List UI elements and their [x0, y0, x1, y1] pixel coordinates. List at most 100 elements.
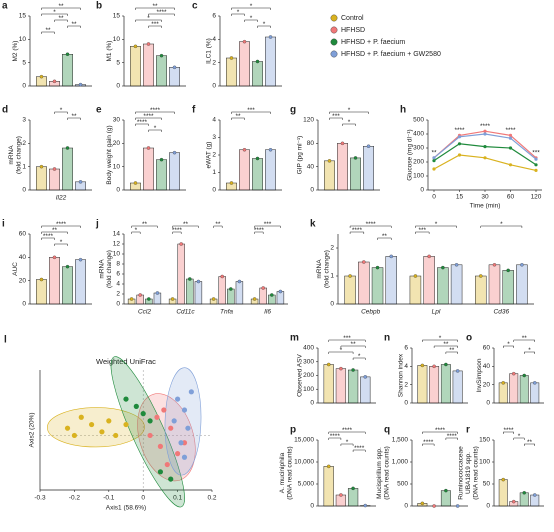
bar [510, 374, 518, 403]
bar-point [351, 368, 354, 371]
point [165, 462, 170, 467]
bar [324, 466, 334, 506]
bar-point [256, 157, 259, 160]
bar-point [533, 493, 536, 496]
point [141, 411, 146, 416]
panel-letter: k [310, 219, 316, 230]
significance-label: ** [58, 3, 64, 10]
line-point [483, 145, 486, 148]
significance-label: * [60, 239, 63, 246]
bar [324, 365, 334, 404]
y-tick-label: 0 [310, 187, 314, 194]
point [158, 469, 163, 474]
x-tick-label: -0.3 [34, 495, 46, 502]
significance-label: **** [172, 227, 183, 234]
y-tick-label: 1,000 [392, 459, 409, 466]
significance-label: ** [142, 221, 148, 228]
bar-point [269, 35, 272, 38]
bar [186, 279, 193, 304]
line-point [458, 135, 461, 138]
panel-letter: p [290, 425, 296, 436]
y-tick-label: 0 [486, 503, 490, 510]
bar [227, 289, 234, 304]
bar-point [188, 277, 191, 280]
x-tick-label: 0 [141, 495, 145, 502]
bar-point [230, 181, 233, 184]
y-axis-label: Mucispirillum spp. [376, 447, 383, 499]
y-tick-label: 40 [307, 163, 315, 170]
bar-point [212, 297, 215, 300]
point [182, 407, 187, 412]
y-axis-label: mRNA [316, 259, 323, 279]
line-point [534, 169, 537, 172]
bar-point [134, 181, 137, 184]
bar [441, 491, 450, 506]
y-tick-label: 2 [212, 152, 216, 159]
significance-label: ** [527, 439, 533, 446]
y-axis-label: (fold change) [323, 250, 330, 288]
significance-label: ** [449, 347, 455, 354]
bar [531, 383, 539, 403]
legend-swatch [331, 27, 337, 33]
bar-point [479, 274, 482, 277]
y-tick-label: 4 [404, 363, 408, 370]
significance-label: * [348, 119, 351, 126]
significance-label: ** [71, 21, 77, 28]
bar-point [147, 297, 150, 300]
bar [62, 54, 72, 86]
x-tick-label: Cebpb [361, 309, 381, 316]
significance-label: **** [137, 119, 148, 126]
bar-point [270, 293, 273, 296]
y-axis-label: Axis2 (20%) [29, 412, 36, 447]
significance-label: **** [352, 227, 363, 234]
significance-label: **** [342, 427, 353, 434]
bar-point [348, 274, 351, 277]
bar [363, 146, 373, 190]
y-axis-label: A. muciniphila [279, 452, 286, 493]
y-tick-label: 10 [113, 36, 121, 43]
y-tick-label: 0 [212, 83, 216, 90]
significance-label: ** [431, 150, 437, 157]
bar-point [502, 381, 505, 384]
y-axis-label: (DNA read counts) [384, 446, 391, 499]
point [134, 404, 139, 409]
y-axis-label: GIP (pg ml⁻¹) [297, 136, 304, 175]
bar-point [433, 365, 436, 368]
bar-point [160, 158, 163, 161]
point [147, 433, 152, 438]
significance-label: **** [156, 9, 167, 16]
bar-point [493, 263, 496, 266]
bar [358, 262, 369, 304]
y-tick-label: 60 [483, 345, 491, 352]
point [113, 433, 118, 438]
bar-point [53, 256, 56, 259]
significance-label: *** [247, 107, 255, 114]
line-point [534, 163, 537, 166]
significance-label: **** [366, 221, 377, 228]
line-point [432, 159, 435, 162]
bar-point [523, 374, 526, 377]
bar-point [533, 381, 536, 384]
bar-point [520, 263, 523, 266]
bar-point [79, 180, 82, 183]
bar [336, 369, 346, 403]
y-tick-label: 0 [420, 187, 424, 194]
y-tick-label: 1 [330, 273, 334, 280]
y-tick-label: 300 [413, 145, 424, 152]
significance-label: * [346, 439, 349, 446]
bar-point [134, 45, 137, 48]
bar-point [364, 504, 367, 507]
bar-point [421, 502, 424, 505]
y-tick-label: 100 [303, 386, 314, 393]
bar-point [229, 287, 232, 290]
significance-label: **** [43, 233, 54, 240]
y-axis-label: eWAT (g) [205, 142, 212, 169]
panel-letter: n [384, 333, 390, 344]
bar-point [512, 500, 515, 503]
bar [143, 148, 153, 190]
y-axis-label: Observed ASV [297, 354, 304, 397]
x-tick-label: Il6 [264, 309, 271, 316]
significance-label: * [154, 125, 157, 132]
significance-label: **** [505, 127, 516, 134]
